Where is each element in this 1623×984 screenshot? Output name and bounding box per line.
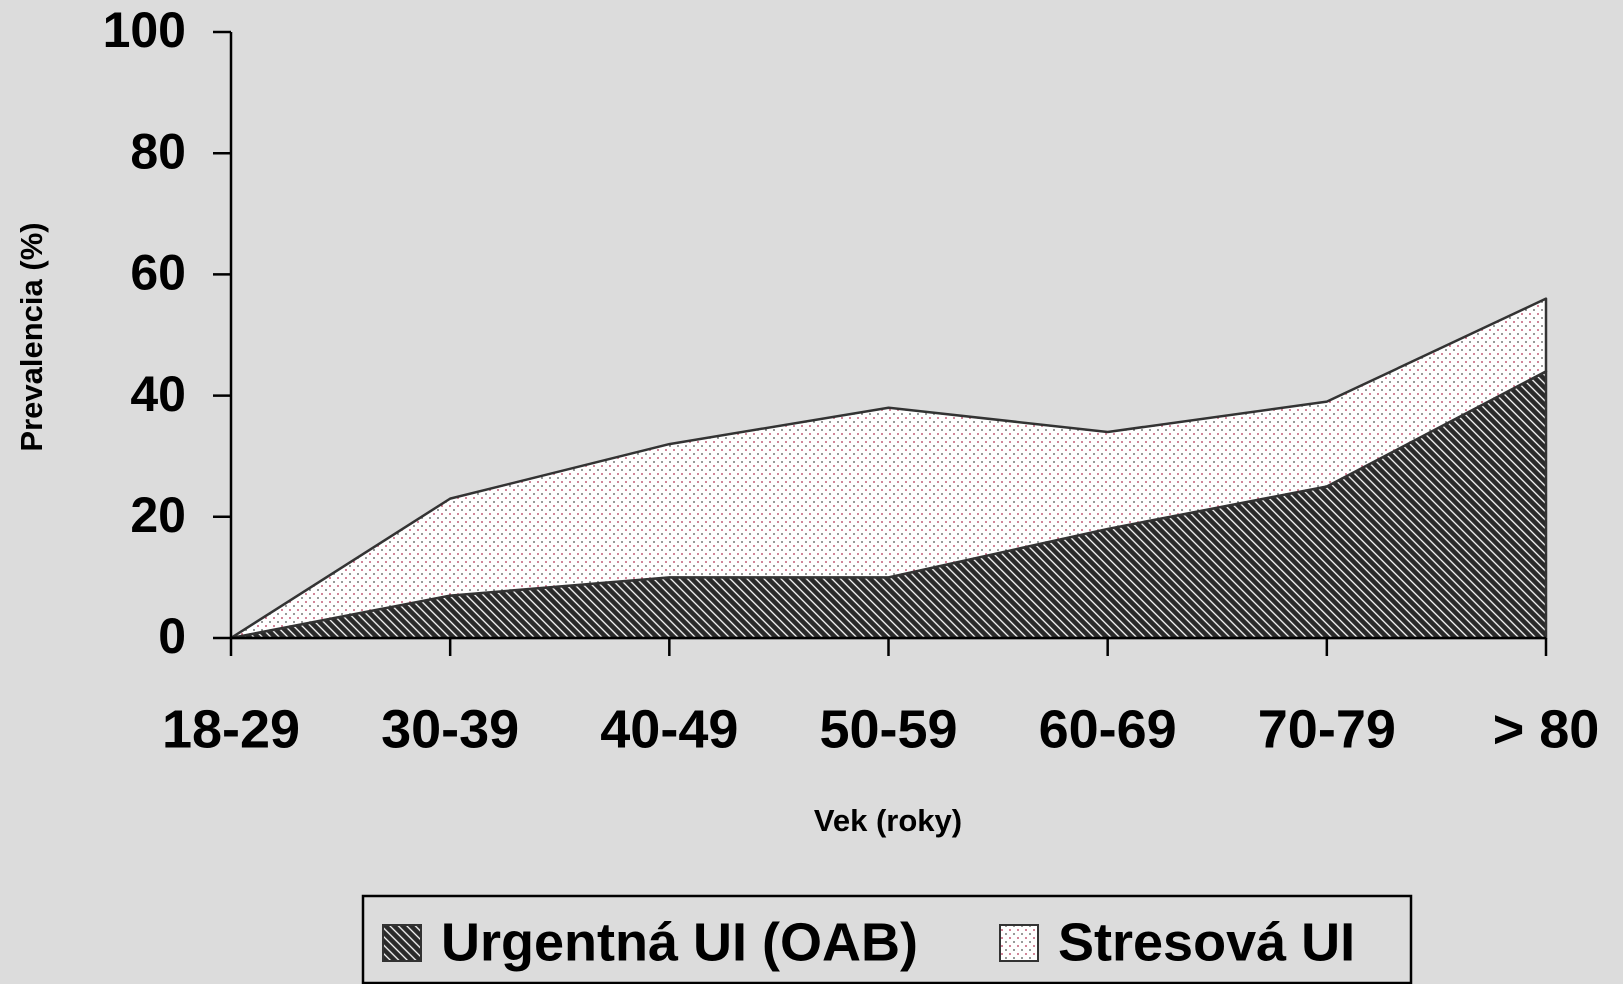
x-tick-label: 70-79 [1258, 699, 1396, 759]
y-tick-label: 60 [130, 245, 186, 301]
y-tick-label: 0 [158, 608, 186, 664]
y-axis-label: Prevalencia (%) [14, 222, 49, 451]
legend-label: Stresová UI [1058, 912, 1355, 972]
x-tick-label: 60-69 [1039, 699, 1177, 759]
legend-swatch [382, 924, 422, 962]
y-tick-label: 100 [103, 2, 186, 58]
x-tick-label: 18-29 [162, 699, 300, 759]
legend-label: Urgentná UI (OAB) [441, 912, 918, 972]
area [229, 297, 1548, 640]
x-tick-label: > 80 [1493, 699, 1600, 759]
y-tick-label: 40 [130, 366, 186, 422]
y-tick-label: 80 [130, 123, 186, 179]
x-axis-label: Vek (roky) [814, 803, 962, 838]
x-tick-label: 30-39 [381, 699, 519, 759]
x-tick-label: 40-49 [600, 699, 738, 759]
y-tick-label: 20 [130, 487, 186, 543]
x-tick-label: 50-59 [819, 699, 957, 759]
legend-swatch [999, 924, 1039, 962]
legend-box [361, 894, 1413, 984]
